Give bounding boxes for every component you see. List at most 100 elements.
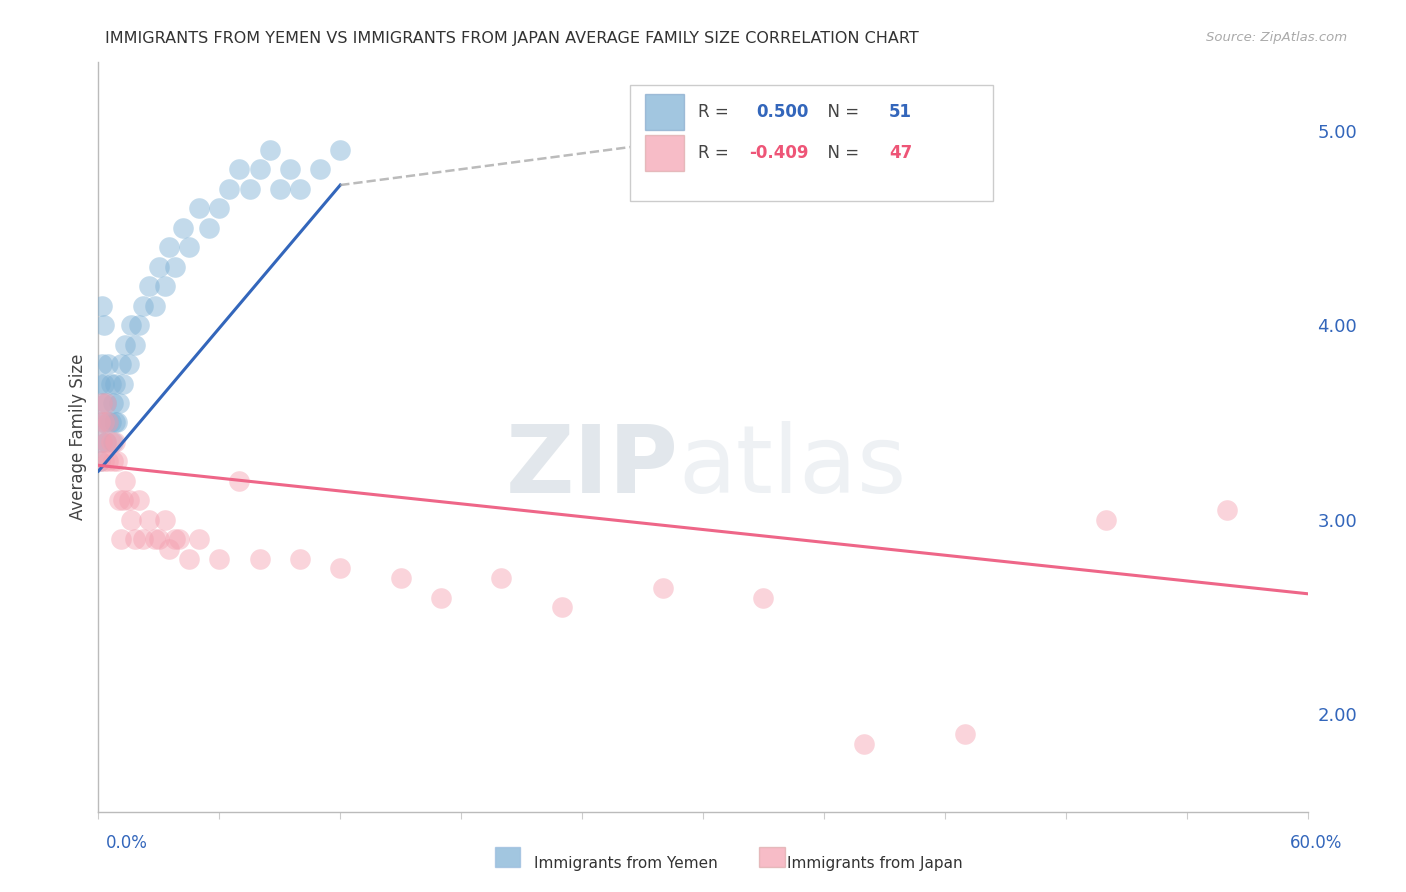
Text: 47: 47 [889, 145, 912, 162]
Bar [495, 847, 520, 867]
Bar [645, 135, 683, 171]
Point [143, 533, 166, 547]
Point [114, 337, 136, 351]
Text: 60.0%: 60.0% [1291, 834, 1343, 852]
Text: 51: 51 [889, 103, 912, 121]
Point [491, 571, 513, 585]
Text: Immigrants from Japan: Immigrants from Japan [787, 856, 963, 871]
Point [188, 202, 211, 216]
Point [278, 162, 301, 177]
Point [89, 376, 111, 391]
Point [163, 533, 186, 547]
Point [97, 357, 120, 371]
Point [120, 513, 142, 527]
Point [179, 240, 201, 254]
Point [132, 299, 155, 313]
Point [91, 396, 114, 410]
Point [100, 434, 122, 449]
Point [651, 581, 673, 595]
Point [93, 416, 115, 430]
Point [111, 493, 134, 508]
Point [91, 299, 114, 313]
Point [132, 533, 155, 547]
Point [100, 416, 122, 430]
Point [103, 416, 125, 430]
Point [430, 591, 453, 605]
Point [228, 162, 250, 177]
Point [1095, 513, 1118, 527]
Point [329, 143, 352, 157]
Point [103, 434, 125, 449]
Text: R =: R = [699, 103, 734, 121]
Point [1216, 503, 1239, 517]
Point [118, 357, 141, 371]
Point [89, 416, 111, 430]
Point [208, 202, 231, 216]
Text: R =: R = [699, 145, 734, 162]
Point [103, 376, 125, 391]
Point [110, 533, 132, 547]
Point [179, 551, 201, 566]
Point [91, 434, 114, 449]
Point [89, 454, 111, 468]
Bar [645, 94, 683, 130]
Point [953, 727, 976, 741]
Point [120, 318, 142, 333]
Text: IMMIGRANTS FROM YEMEN VS IMMIGRANTS FROM JAPAN AVERAGE FAMILY SIZE CORRELATION C: IMMIGRANTS FROM YEMEN VS IMMIGRANTS FROM… [105, 31, 920, 46]
Point [208, 551, 231, 566]
Point [105, 416, 128, 430]
Point [249, 551, 271, 566]
Point [91, 396, 114, 410]
Point [309, 162, 332, 177]
Point [97, 416, 120, 430]
Text: Source: ZipAtlas.com: Source: ZipAtlas.com [1206, 31, 1347, 45]
Point [91, 357, 114, 371]
Point [110, 357, 132, 371]
Point [148, 260, 170, 274]
Point [153, 513, 176, 527]
Point [157, 240, 180, 254]
Point [167, 533, 190, 547]
Text: 0.500: 0.500 [756, 103, 808, 121]
Point [93, 318, 115, 333]
Point [97, 416, 120, 430]
Point [93, 416, 115, 430]
Point [97, 454, 120, 468]
Point [89, 416, 111, 430]
Point [124, 337, 146, 351]
Point [111, 376, 134, 391]
Point [91, 434, 114, 449]
Text: N =: N = [817, 103, 865, 121]
Point [153, 279, 176, 293]
Point [228, 474, 250, 488]
Point [551, 600, 574, 615]
Point [101, 396, 124, 410]
Point [89, 454, 111, 468]
Point [124, 533, 146, 547]
Point [101, 454, 124, 468]
Point [249, 162, 271, 177]
Point [389, 571, 412, 585]
Bar [759, 847, 785, 867]
Point [259, 143, 281, 157]
Point [114, 474, 136, 488]
Y-axis label: Average Family Size: Average Family Size [69, 354, 87, 520]
Point [128, 493, 150, 508]
Point [100, 376, 122, 391]
Point [93, 376, 115, 391]
Point [118, 493, 141, 508]
Text: atlas: atlas [679, 421, 907, 513]
Text: Immigrants from Yemen: Immigrants from Yemen [534, 856, 718, 871]
Point [148, 533, 170, 547]
Point [105, 454, 128, 468]
Point [329, 561, 352, 575]
Point [288, 182, 311, 196]
Point [96, 396, 118, 410]
Point [239, 182, 262, 196]
Point [138, 513, 160, 527]
Point [218, 182, 240, 196]
Point [138, 279, 160, 293]
Point [198, 220, 221, 235]
Text: -0.409: -0.409 [749, 145, 808, 162]
Text: N =: N = [817, 145, 865, 162]
